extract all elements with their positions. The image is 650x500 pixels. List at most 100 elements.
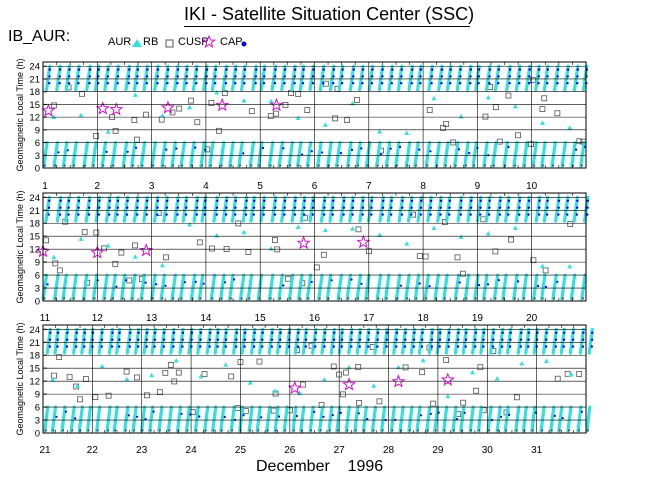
cap-point	[410, 206, 413, 209]
cap-point	[333, 331, 336, 334]
rb-point	[530, 257, 537, 264]
cap-point	[395, 331, 398, 334]
cap-point	[390, 199, 393, 202]
aur-streak	[291, 405, 298, 433]
x-tick-label: 26	[284, 445, 296, 456]
aur-streak	[522, 141, 529, 168]
aur-streak	[557, 405, 564, 433]
y-tick-label: 21	[29, 74, 40, 85]
cap-point	[460, 199, 463, 202]
rb-point	[460, 399, 467, 406]
cap-point	[537, 75, 540, 78]
rb-point	[473, 387, 480, 394]
cap-point	[546, 75, 549, 78]
x-tick-label: 24	[186, 445, 198, 456]
cap-point	[331, 414, 334, 417]
rb-point	[87, 429, 90, 432]
cap-point	[322, 415, 325, 418]
cap-point	[242, 152, 245, 155]
rb-point	[426, 107, 433, 113]
x-tick-label: 21	[39, 445, 51, 456]
aur-streak	[139, 273, 147, 301]
x-tick-label: 23	[136, 445, 148, 456]
cap-point	[351, 199, 355, 202]
cap-point	[145, 82, 148, 85]
aur-streak	[486, 405, 493, 433]
cap-point	[274, 199, 277, 202]
cap-point	[190, 345, 193, 348]
cap-point	[508, 413, 511, 416]
cap-point	[456, 345, 460, 348]
cap-point	[447, 345, 450, 348]
cap-point	[501, 331, 504, 334]
rb-point	[240, 297, 243, 300]
x-tick-label: 28	[383, 445, 395, 456]
cap-point	[519, 345, 522, 348]
cap-point	[535, 338, 539, 341]
aur-streak	[389, 405, 396, 433]
cap-point	[556, 280, 559, 283]
cap-point	[47, 213, 50, 216]
aur-streak	[219, 273, 226, 301]
cap-point	[153, 338, 157, 341]
cap-point	[488, 199, 491, 202]
aur-streak	[433, 273, 440, 301]
x-tick-label: 5	[257, 181, 263, 192]
rb-point	[63, 164, 66, 167]
cusp-point	[160, 100, 175, 114]
rb-point	[169, 109, 176, 116]
cap-point	[332, 75, 335, 78]
aur-streak	[361, 405, 368, 433]
cap-point	[440, 68, 444, 71]
cap-point	[580, 410, 584, 413]
cap-point	[199, 338, 202, 341]
rb-point	[141, 429, 144, 432]
cap-point	[252, 213, 255, 216]
cap-point	[556, 75, 559, 78]
aur-point	[567, 263, 573, 269]
cap-point	[474, 345, 477, 348]
rb-point	[419, 369, 426, 376]
cap-point	[561, 417, 564, 420]
cap-point	[110, 345, 114, 348]
cap-point	[75, 331, 78, 334]
cap-point	[332, 199, 335, 202]
cap-point	[118, 345, 121, 348]
cap-point	[350, 148, 354, 151]
cap-point	[469, 82, 472, 85]
aur-streak	[335, 141, 342, 168]
rb-point	[112, 297, 115, 300]
rb-point	[175, 369, 182, 376]
cap-point	[370, 213, 373, 216]
cap-point	[528, 68, 531, 71]
aur-streak	[345, 273, 352, 301]
cap-point	[371, 68, 374, 71]
cap-point	[146, 199, 149, 202]
rb-point	[443, 429, 446, 432]
aur-point	[78, 236, 84, 241]
rb-point	[533, 297, 536, 300]
rb-point	[141, 164, 144, 167]
cap-point	[243, 345, 246, 348]
rb-point	[505, 92, 512, 99]
cap-point	[166, 199, 169, 202]
aur-point	[99, 363, 105, 369]
cap-point	[198, 415, 201, 418]
aur-streak	[121, 141, 129, 168]
cap-point	[185, 199, 188, 202]
cap-point	[571, 338, 575, 341]
cap-point	[225, 68, 228, 71]
cap-point	[243, 331, 247, 334]
aur-streak	[521, 273, 528, 301]
cap-point	[440, 75, 443, 78]
rb-point	[220, 429, 223, 432]
cap-point	[245, 206, 248, 209]
cap-point	[500, 415, 503, 418]
rb-point	[558, 429, 561, 432]
cap-point	[277, 415, 281, 418]
cap-point	[439, 331, 442, 334]
cap-point	[527, 338, 530, 341]
cap-point	[124, 279, 128, 282]
rb-point	[492, 164, 495, 167]
cap-point	[126, 199, 129, 202]
